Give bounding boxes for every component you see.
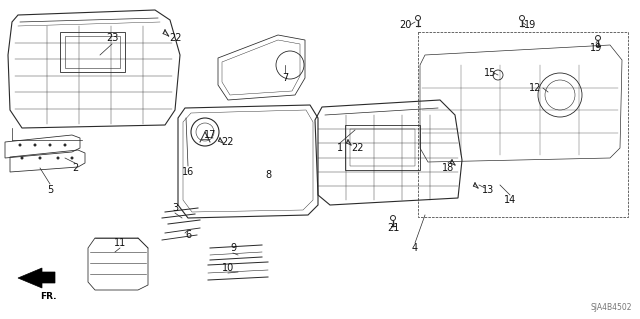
Text: 22: 22	[221, 137, 234, 147]
Circle shape	[56, 157, 60, 160]
Text: 21: 21	[387, 223, 399, 233]
Text: 17: 17	[204, 130, 216, 140]
Text: SJA4B4502: SJA4B4502	[591, 303, 632, 312]
Text: 16: 16	[182, 167, 194, 177]
Bar	[60, 32, 125, 72]
Text: 10: 10	[222, 263, 234, 273]
Bar	[65, 36, 120, 68]
Polygon shape	[18, 268, 55, 288]
Text: FR.: FR.	[40, 292, 56, 301]
Circle shape	[33, 144, 36, 146]
Circle shape	[20, 157, 24, 160]
Text: 11: 11	[114, 238, 126, 248]
Text: 6: 6	[185, 230, 191, 240]
Circle shape	[70, 157, 74, 160]
Bar	[350, 129, 415, 166]
Text: 4: 4	[412, 243, 418, 253]
Text: 12: 12	[529, 83, 541, 93]
Text: 5: 5	[47, 185, 53, 195]
Text: 22: 22	[351, 143, 364, 153]
Bar	[418, 32, 628, 217]
Text: 14: 14	[504, 195, 516, 205]
Text: 8: 8	[265, 170, 271, 180]
Text: 3: 3	[172, 203, 178, 213]
Circle shape	[38, 157, 42, 160]
Text: 19: 19	[524, 20, 536, 30]
Text: 9: 9	[230, 243, 236, 253]
Text: 19: 19	[590, 43, 602, 53]
Bar	[345, 125, 420, 170]
Text: 22: 22	[169, 33, 181, 43]
Text: 18: 18	[442, 163, 454, 173]
Circle shape	[63, 144, 67, 146]
Text: 1: 1	[337, 143, 343, 153]
Text: 2: 2	[72, 163, 78, 173]
Text: 23: 23	[106, 33, 118, 43]
Text: 15: 15	[484, 68, 496, 78]
Text: 20: 20	[399, 20, 411, 30]
Text: 7: 7	[282, 73, 288, 83]
Circle shape	[49, 144, 51, 146]
Text: 13: 13	[482, 185, 494, 195]
Circle shape	[19, 144, 22, 146]
